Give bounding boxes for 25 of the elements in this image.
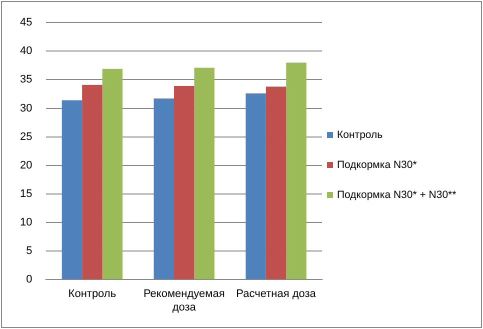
y-tick-label: 45 <box>20 16 32 29</box>
legend-label: Контроль <box>337 128 383 140</box>
bar <box>246 93 266 280</box>
y-tick-label: 10 <box>20 216 32 229</box>
bar <box>266 86 286 280</box>
y-tick-label: 0 <box>26 274 32 286</box>
bar <box>82 84 102 280</box>
bar <box>286 62 306 280</box>
y-tick-label: 35 <box>20 74 32 86</box>
bar <box>62 100 82 280</box>
legend-label: Подкормка N30* <box>337 158 417 170</box>
y-tick-label: 30 <box>20 102 32 114</box>
legend-label: Подкормка N30* + N30** <box>337 188 456 200</box>
bar <box>194 68 214 280</box>
y-tick-label: 40 <box>20 45 32 58</box>
x-tick-label: Рекомендуемая доза <box>143 288 225 314</box>
bar <box>174 86 194 280</box>
y-tick-label: 5 <box>26 245 32 258</box>
x-tick-label: Расчетная доза <box>236 288 317 300</box>
bar <box>102 68 123 280</box>
y-tick-label: 25 <box>20 130 32 143</box>
x-tick-label: Контроль <box>68 288 116 300</box>
bar <box>154 98 174 280</box>
y-tick-label: 20 <box>20 159 32 172</box>
y-tick-label: 15 <box>20 188 32 200</box>
